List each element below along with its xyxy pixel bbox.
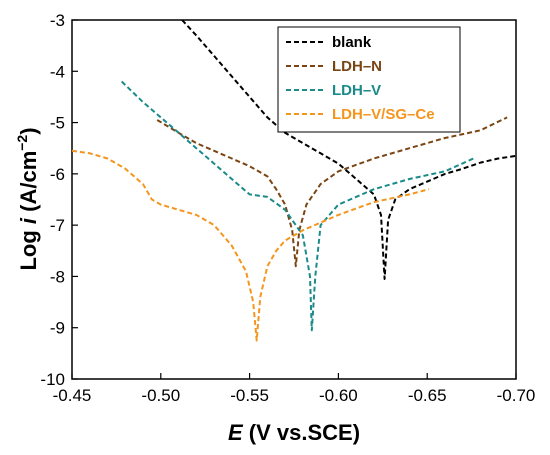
y-axis-superscript: −2: [14, 135, 30, 151]
legend-label-0: blank: [332, 34, 372, 51]
y-axis: -10 -9 -8 -7 -6 -5 -4 -3: [40, 11, 78, 389]
legend-box: [277, 26, 461, 133]
x-tick-label: -0.50: [141, 386, 180, 405]
x-tick-label: -0.70: [497, 386, 536, 405]
legend-label-3: LDH–V/SG–Ce: [332, 106, 435, 123]
x-axis-rest: (V vs.SCE): [243, 420, 360, 445]
y-tick-label: -7: [50, 216, 65, 235]
x-tick-label: -0.65: [408, 386, 447, 405]
x-axis-symbol: E: [228, 420, 244, 445]
plot-area: [71, 19, 517, 380]
plot-frame: [71, 19, 517, 380]
y-axis-symbol: i: [16, 217, 41, 224]
x-tick-label: -0.45: [53, 386, 92, 405]
y-tick-label: -10: [40, 370, 65, 389]
y-axis-units: (A/cm: [16, 151, 41, 218]
series-line-0: [181, 19, 517, 280]
x-tick-label: -0.55: [230, 386, 269, 405]
y-tick-label: -6: [50, 165, 65, 184]
x-axis-title: E (V vs.SCE): [228, 420, 360, 445]
y-axis-prefix: Log: [16, 224, 41, 270]
x-axis: -0.45 -0.50 -0.55 -0.60 -0.65 -0.70: [53, 373, 536, 405]
legend-label-1: LDH–N: [332, 58, 382, 75]
y-tick-label: -8: [50, 267, 65, 286]
series-lines: [71, 19, 517, 342]
y-tick-label: -4: [50, 62, 65, 81]
series-line-3: [71, 149, 430, 342]
y-tick-label: -5: [50, 114, 65, 133]
legend-label-2: LDH–V: [332, 82, 381, 99]
y-axis-title: Log i (A/cm−2): [14, 127, 41, 270]
x-tick-label: -0.60: [319, 386, 358, 405]
y-tick-label: -3: [50, 11, 65, 30]
y-tick-label: -9: [50, 319, 65, 338]
series-line-1: [156, 116, 508, 268]
y-axis-close: ): [16, 127, 41, 134]
series-line-2: [121, 80, 474, 332]
legend: blank LDH–N LDH–V LDH–V/SG–Ce: [277, 26, 461, 133]
